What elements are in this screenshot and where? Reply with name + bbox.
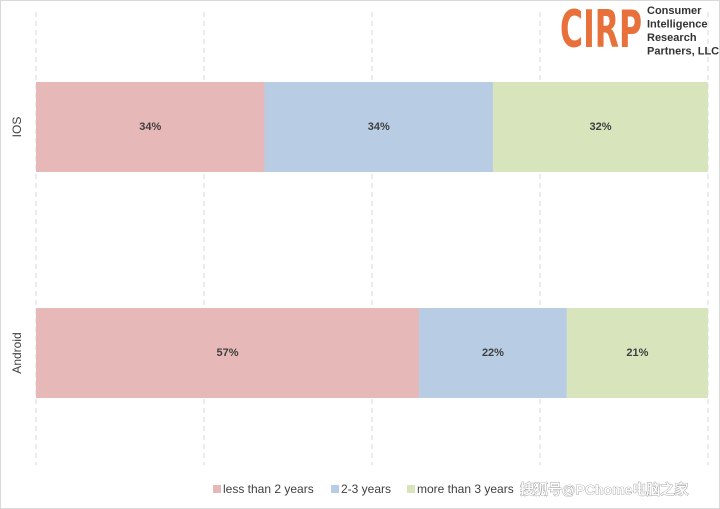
legend-swatch — [407, 485, 415, 493]
bar-segment — [492, 82, 708, 172]
value-label: 32% — [589, 121, 611, 133]
value-label: 34% — [139, 121, 161, 133]
legend-swatch — [213, 485, 221, 493]
bar-segment — [566, 308, 708, 398]
bar-segment — [36, 308, 420, 398]
logo-mark: CIRP — [560, 0, 642, 60]
legend-label: 2-3 years — [341, 482, 391, 496]
value-label: 57% — [217, 347, 239, 359]
value-label: 21% — [626, 347, 648, 359]
value-label: 34% — [368, 121, 390, 133]
category-label: IOS — [10, 117, 24, 138]
value-label: 22% — [482, 347, 504, 359]
logo-text: Research — [647, 32, 697, 44]
bar-segment — [419, 308, 567, 398]
logo-text: Consumer — [647, 5, 702, 17]
watermark: 搜狐号@PChome电脑之家 — [520, 482, 689, 498]
category-label: Android — [10, 332, 24, 373]
logo-text: Intelligence — [647, 18, 708, 30]
bar-segment — [264, 82, 493, 172]
legend-label: more than 3 years — [417, 482, 514, 496]
legend-label: less than 2 years — [223, 482, 314, 496]
logo-text: Partners, LLC — [647, 45, 719, 57]
legend-swatch — [331, 485, 339, 493]
bar-segment — [36, 82, 265, 172]
